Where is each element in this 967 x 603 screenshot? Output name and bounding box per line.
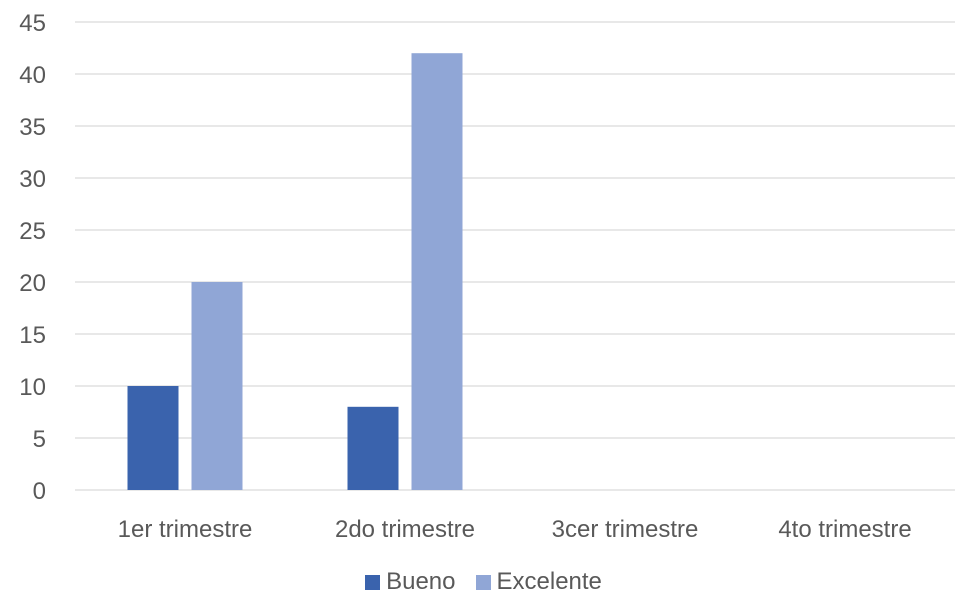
y-tick-label: 10 <box>19 374 46 401</box>
y-tick-label: 30 <box>19 166 46 193</box>
legend-label-bueno: Bueno <box>386 568 456 595</box>
bar-chart: 0 5 10 15 20 25 30 35 40 45 1er trimestre 2do trim… <box>19 10 955 543</box>
y-axis-ticks: 0 5 10 15 20 25 30 35 40 45 <box>19 10 46 505</box>
bars <box>127 53 463 490</box>
legend-label-excelente: Excelente <box>496 568 602 595</box>
bar-bueno-1 <box>127 386 179 490</box>
x-tick-label: 2do trimestre <box>335 516 475 543</box>
legend: Bueno Excelente <box>0 568 967 596</box>
bar-excelente-2 <box>411 53 463 490</box>
y-tick-label: 20 <box>19 270 46 297</box>
x-tick-label: 1er trimestre <box>118 516 253 543</box>
bar-bueno-2 <box>347 406 399 490</box>
y-tick-label: 45 <box>19 10 46 37</box>
bar-excelente-1 <box>191 282 243 490</box>
y-tick-label: 0 <box>33 478 46 505</box>
y-tick-label: 5 <box>33 426 46 453</box>
x-axis-ticks: 1er trimestre 2do trimestre 3cer trimestre… <box>118 516 912 543</box>
legend-item-bueno: Bueno <box>365 568 456 596</box>
y-tick-label: 40 <box>19 62 46 89</box>
y-tick-label: 15 <box>19 322 46 349</box>
x-tick-label: 3cer trimestre <box>552 516 699 543</box>
x-tick-label: 4to trimestre <box>778 516 911 543</box>
legend-swatch-excelente <box>475 574 491 590</box>
y-tick-label: 35 <box>19 114 46 141</box>
legend-item-excelente: Excelente <box>475 568 602 596</box>
y-tick-label: 25 <box>19 218 46 245</box>
legend-swatch-bueno <box>365 574 381 590</box>
